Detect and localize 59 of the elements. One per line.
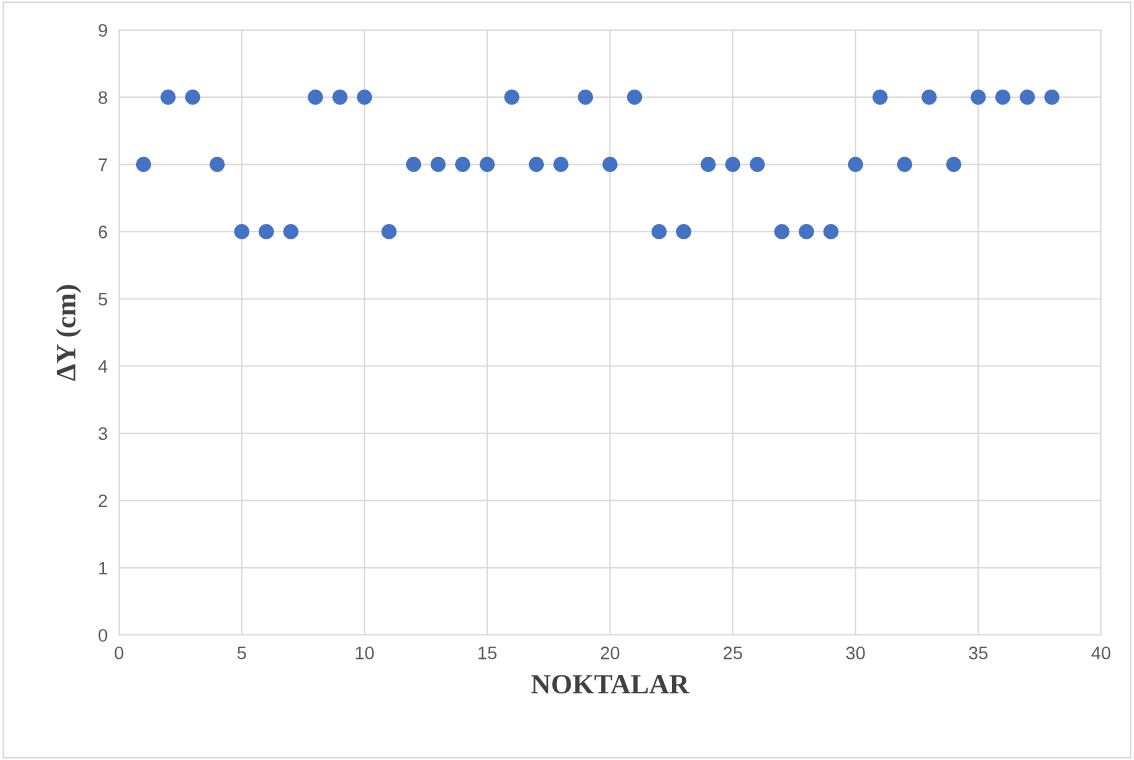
y-tick-label: 6 [98,225,108,239]
x-tick-label: 25 [723,646,743,660]
x-tick-label: 30 [846,646,865,660]
y-tick-label: 0 [98,628,108,642]
y-tick-label: 8 [98,91,108,104]
point [307,89,324,105]
point [504,89,520,105]
point [872,89,888,105]
point [234,224,250,240]
point [798,224,815,240]
point [185,89,201,105]
point [553,156,569,173]
point [135,156,152,173]
point [700,156,716,173]
point [209,156,225,173]
x-tick-label: 0 [114,646,124,660]
point [430,156,446,173]
point [626,89,643,105]
point [528,156,544,173]
x-tick-label: 40 [1091,646,1111,660]
x-tick-label: 15 [478,646,497,660]
y-tick-label: 7 [98,158,107,171]
point [479,156,495,173]
point [332,89,348,105]
y-tick-label: 9 [98,23,108,37]
x-axis-title: NOKTALAR [531,674,690,694]
x-tick-label: 35 [968,646,988,660]
point [970,89,986,105]
y-tick-label: 2 [98,494,107,508]
point [1044,89,1060,105]
point [405,156,422,173]
point [283,224,299,240]
point [921,89,937,105]
y-tick-label: 5 [98,293,108,306]
point [1019,89,1035,105]
y-tick-label: 1 [99,561,108,575]
point [749,156,765,173]
point [725,156,741,173]
point [896,156,913,173]
point [823,224,839,240]
x-tick-label: 5 [237,646,247,660]
point [676,224,692,240]
point [160,89,176,105]
point [602,156,618,173]
point [258,224,274,240]
point [946,156,962,173]
y-tick-label: 3 [98,427,108,441]
point [847,156,864,173]
point [774,224,790,240]
point [577,89,594,105]
y-tick-label: 4 [98,360,108,373]
x-tick-label: 10 [355,646,374,660]
point [455,156,471,173]
x-tick-label: 20 [600,646,620,660]
point [651,224,667,240]
point [995,89,1011,105]
point [381,224,397,240]
point [356,89,373,105]
y-axis-title: ΔY (cm) [55,285,82,381]
